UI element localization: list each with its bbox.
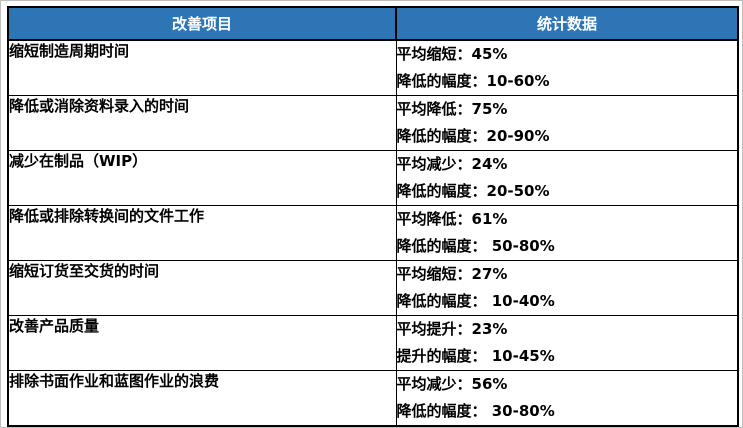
improvement-statistics-table: 改善项目 统计数据 缩短制造周期时间 平均缩短：45% 降低的幅度：10-60%…	[7, 6, 739, 427]
table-row: 缩短制造周期时间 平均缩短：45% 降低的幅度：10-60%	[7, 39, 739, 96]
item-cell: 缩短制造周期时间	[7, 39, 397, 96]
item-cell: 降低或排除转换间的文件工作	[7, 205, 397, 261]
stat-line-range: 降低的幅度：20-50%	[396, 182, 550, 200]
item-cell: 缩短订货至交货的时间	[7, 260, 397, 316]
stats-cell: 平均降低：75% 降低的幅度：20-90%	[395, 95, 739, 151]
stat-line-range: 降低的幅度： 10-40%	[396, 292, 555, 310]
stat-line-average: 平均提升：23%	[396, 320, 508, 338]
stats-cell: 平均提升：23% 提升的幅度： 10-45%	[395, 315, 739, 371]
stats-cell: 平均减少：56% 降低的幅度： 30-80%	[395, 370, 739, 427]
stat-line-range: 降低的幅度： 30-80%	[396, 402, 555, 420]
stat-line-range: 降低的幅度：20-90%	[396, 127, 550, 145]
table-row: 排除书面作业和蓝图作业的浪费 平均减少：56% 降低的幅度： 30-80%	[7, 370, 739, 427]
header-row: 改善项目 统计数据	[7, 6, 739, 41]
item-cell: 降低或消除资料录入的时间	[7, 95, 397, 151]
stat-line-range: 降低的幅度： 50-80%	[396, 237, 555, 255]
stat-line-range: 降低的幅度：10-60%	[396, 72, 550, 90]
stats-cell: 平均缩短：45% 降低的幅度：10-60%	[395, 39, 739, 96]
table-row: 降低或排除转换间的文件工作 平均降低：61% 降低的幅度： 50-80%	[7, 205, 739, 261]
stats-cell: 平均减少：24% 降低的幅度：20-50%	[395, 150, 739, 206]
stats-cell: 平均缩短：27% 降低的幅度： 10-40%	[395, 260, 739, 316]
stat-line-average: 平均缩短：45%	[396, 45, 508, 63]
stat-line-average: 平均降低：75%	[396, 100, 508, 118]
table-row: 降低或消除资料录入的时间 平均降低：75% 降低的幅度：20-90%	[7, 95, 739, 151]
stat-line-range: 提升的幅度： 10-45%	[396, 347, 555, 365]
item-cell: 排除书面作业和蓝图作业的浪费	[7, 370, 397, 427]
item-cell: 改善产品质量	[7, 315, 397, 371]
item-cell: 减少在制品（WIP）	[7, 150, 397, 206]
stat-line-average: 平均减少：56%	[396, 375, 508, 393]
header-statistics: 统计数据	[395, 6, 739, 41]
stats-cell: 平均降低：61% 降低的幅度： 50-80%	[395, 205, 739, 261]
table-row: 减少在制品（WIP） 平均减少：24% 降低的幅度：20-50%	[7, 150, 739, 206]
stat-line-average: 平均减少：24%	[396, 155, 508, 173]
stat-line-average: 平均缩短：27%	[396, 265, 508, 283]
stat-line-average: 平均降低：61%	[396, 210, 508, 228]
table-row: 缩短订货至交货的时间 平均缩短：27% 降低的幅度： 10-40%	[7, 260, 739, 316]
header-improvement-items: 改善项目	[7, 6, 397, 41]
table-row: 改善产品质量 平均提升：23% 提升的幅度： 10-45%	[7, 315, 739, 371]
